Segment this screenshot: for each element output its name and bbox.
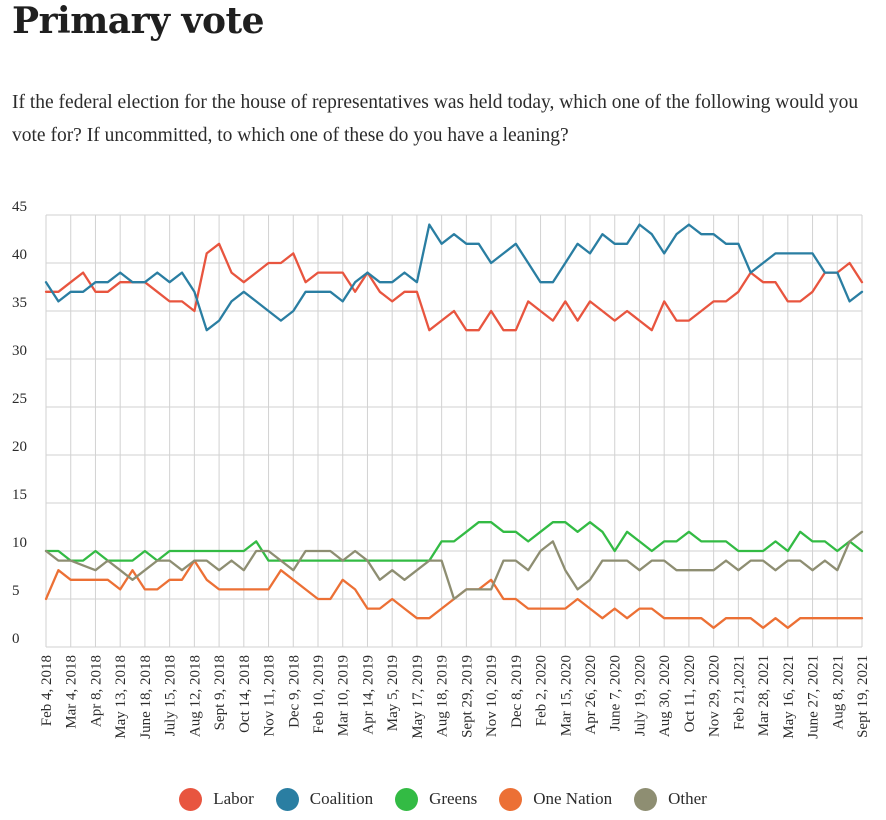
series-line-other bbox=[44, 530, 864, 601]
y-tick-label: 15 bbox=[12, 487, 27, 503]
x-tick-label: Feb 4, 2018 bbox=[39, 655, 55, 726]
x-tick-label: Sept 9, 2018 bbox=[212, 655, 228, 730]
series-line-greens bbox=[44, 521, 864, 562]
x-tick-label: May 16, 2021 bbox=[781, 655, 797, 739]
x-tick-label: Feb 2, 2020 bbox=[534, 655, 550, 726]
x-tick-label: Feb 21,2021 bbox=[731, 655, 747, 730]
legend-swatch bbox=[179, 787, 203, 811]
x-tick-label: Apr 8, 2018 bbox=[88, 655, 104, 727]
legend-swatch bbox=[634, 787, 658, 811]
x-tick-label: Nov 10, 2019 bbox=[484, 655, 500, 737]
x-tick-label: Mar 15, 2020 bbox=[558, 655, 574, 736]
y-tick-label: 0 bbox=[12, 631, 20, 647]
chart-subtitle: If the federal election for the house of… bbox=[12, 92, 859, 146]
x-tick-label: Apr 14, 2019 bbox=[360, 655, 376, 735]
x-tick-label: Mar 4, 2018 bbox=[64, 655, 80, 729]
series-layer bbox=[44, 223, 864, 629]
y-tick-label: 25 bbox=[12, 391, 27, 407]
x-tick-label: Aug 30, 2020 bbox=[657, 655, 673, 737]
legend-swatch bbox=[395, 787, 419, 811]
x-tick-label: June 7, 2020 bbox=[608, 655, 624, 731]
x-tick-label: Mar 28, 2021 bbox=[756, 655, 772, 736]
y-tick-label: 10 bbox=[12, 535, 27, 551]
x-tick-label: Feb 10, 2019 bbox=[311, 655, 327, 734]
legend-item-coalition: Coalition bbox=[275, 787, 374, 811]
y-tick-label: 5 bbox=[12, 583, 20, 599]
legend-item-greens: Greens bbox=[395, 787, 478, 811]
legend-item-one-nation: One Nation bbox=[499, 787, 613, 811]
x-tick-label: Apr 26, 2020 bbox=[583, 655, 599, 735]
y-tick-label: 20 bbox=[12, 439, 27, 455]
line-chart: 0 5 10 15 20 25 30 35 40 45 Feb 4, 2018 Mar 4, 201… bbox=[12, 199, 871, 739]
legend-item-other: Other bbox=[634, 787, 707, 811]
legend-label: One Nation bbox=[533, 789, 613, 808]
x-tick-label: Sept 29, 2019 bbox=[459, 655, 475, 738]
legend-swatch bbox=[499, 787, 523, 811]
legend-swatch bbox=[275, 787, 299, 811]
x-tick-label: Dec 8, 2019 bbox=[509, 655, 525, 728]
x-axis: Feb 4, 2018 Mar 4, 2018 Apr 8, 2018 May 13,… bbox=[39, 655, 871, 739]
x-tick-label: Mar 10, 2019 bbox=[336, 655, 352, 736]
chart-title: Primary vote bbox=[12, 0, 265, 42]
x-tick-label: Nov 11, 2018 bbox=[262, 655, 278, 737]
x-tick-label: June 27, 2021 bbox=[806, 655, 822, 739]
y-tick-label: 45 bbox=[12, 199, 27, 215]
series-line-labor bbox=[44, 242, 864, 332]
y-tick-label: 35 bbox=[12, 295, 27, 311]
x-tick-label: Oct 14, 2018 bbox=[237, 655, 253, 733]
x-tick-label: May 13, 2018 bbox=[113, 655, 129, 739]
grid-layer bbox=[45, 214, 863, 648]
x-tick-label: Dec 9, 2018 bbox=[286, 655, 302, 728]
x-tick-label: July 15, 2018 bbox=[163, 655, 179, 736]
x-tick-label: Oct 11, 2020 bbox=[682, 655, 698, 732]
legend-label: Labor bbox=[213, 789, 254, 808]
series-line-coalition bbox=[44, 223, 864, 332]
x-tick-label: Aug 8, 2021 bbox=[830, 655, 846, 730]
x-tick-label: Nov 29, 2020 bbox=[707, 655, 723, 737]
legend: Labor Coalition Greens One Nation Other bbox=[0, 786, 886, 812]
legend-label: Coalition bbox=[309, 789, 374, 808]
x-tick-label: July 19, 2020 bbox=[632, 655, 648, 736]
x-tick-label: May 5, 2019 bbox=[385, 655, 401, 731]
legend-label: Other bbox=[668, 789, 707, 808]
y-tick-label: 30 bbox=[12, 343, 27, 359]
legend-item-labor: Labor bbox=[179, 787, 254, 811]
legend-label: Greens bbox=[429, 789, 478, 808]
y-tick-label: 40 bbox=[12, 247, 27, 263]
x-tick-label: Sept 19, 2021 bbox=[855, 655, 871, 738]
x-tick-label: June 18, 2018 bbox=[138, 655, 154, 739]
x-tick-label: Aug 18, 2019 bbox=[435, 655, 451, 737]
x-tick-label: Aug 12, 2018 bbox=[187, 655, 203, 737]
x-tick-label: May 17, 2019 bbox=[410, 655, 426, 739]
y-axis: 0 5 10 15 20 25 30 35 40 45 bbox=[12, 199, 27, 647]
